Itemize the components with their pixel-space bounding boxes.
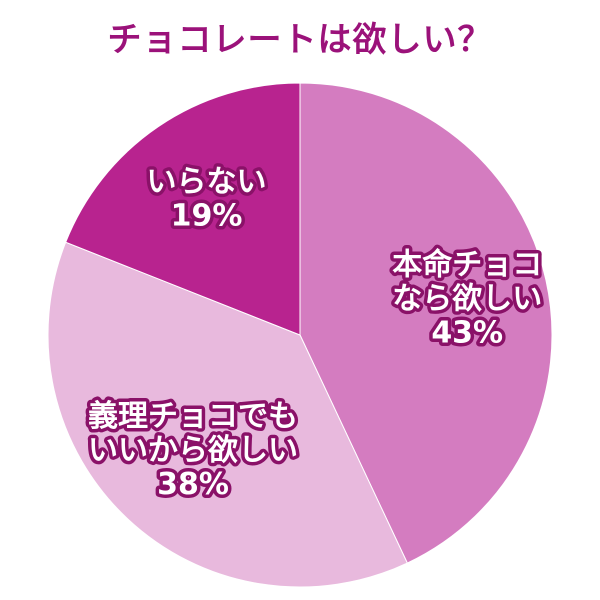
pie-slice-0 xyxy=(299,82,553,564)
slice-label-2-line-0: いらない xyxy=(147,164,267,199)
slice-label-0-line-1: なら欲しい xyxy=(392,282,542,317)
pie-slice-2 xyxy=(65,82,301,336)
slice-label-1-line-0: 義理チョコでも xyxy=(88,399,298,434)
slice-label-0-line-0: 本命チョコ xyxy=(392,248,542,283)
slice-label-1-line-1: いいから欲しい xyxy=(88,433,298,468)
chart-title: チョコレートは欲しい？ xyxy=(107,20,493,60)
slice-label-0-line-2: 43% xyxy=(431,316,503,351)
pie-slices xyxy=(47,82,553,588)
pie-labels: 本命チョコなら欲しい 43% 義理チョコでもいいから欲しい 38% いらない 19% xyxy=(85,161,546,505)
slice-label-2-line-1: 19% xyxy=(171,198,243,233)
pie-slice-1 xyxy=(47,241,408,588)
slice-label-1: 義理チョコでもいいから欲しい 38% xyxy=(88,399,298,502)
slice-label-0: 本命チョコなら欲しい 43% xyxy=(392,248,542,351)
slice-label-1-line-2: 38% xyxy=(157,467,229,502)
slice-label-2: いらない 19% xyxy=(147,164,267,233)
